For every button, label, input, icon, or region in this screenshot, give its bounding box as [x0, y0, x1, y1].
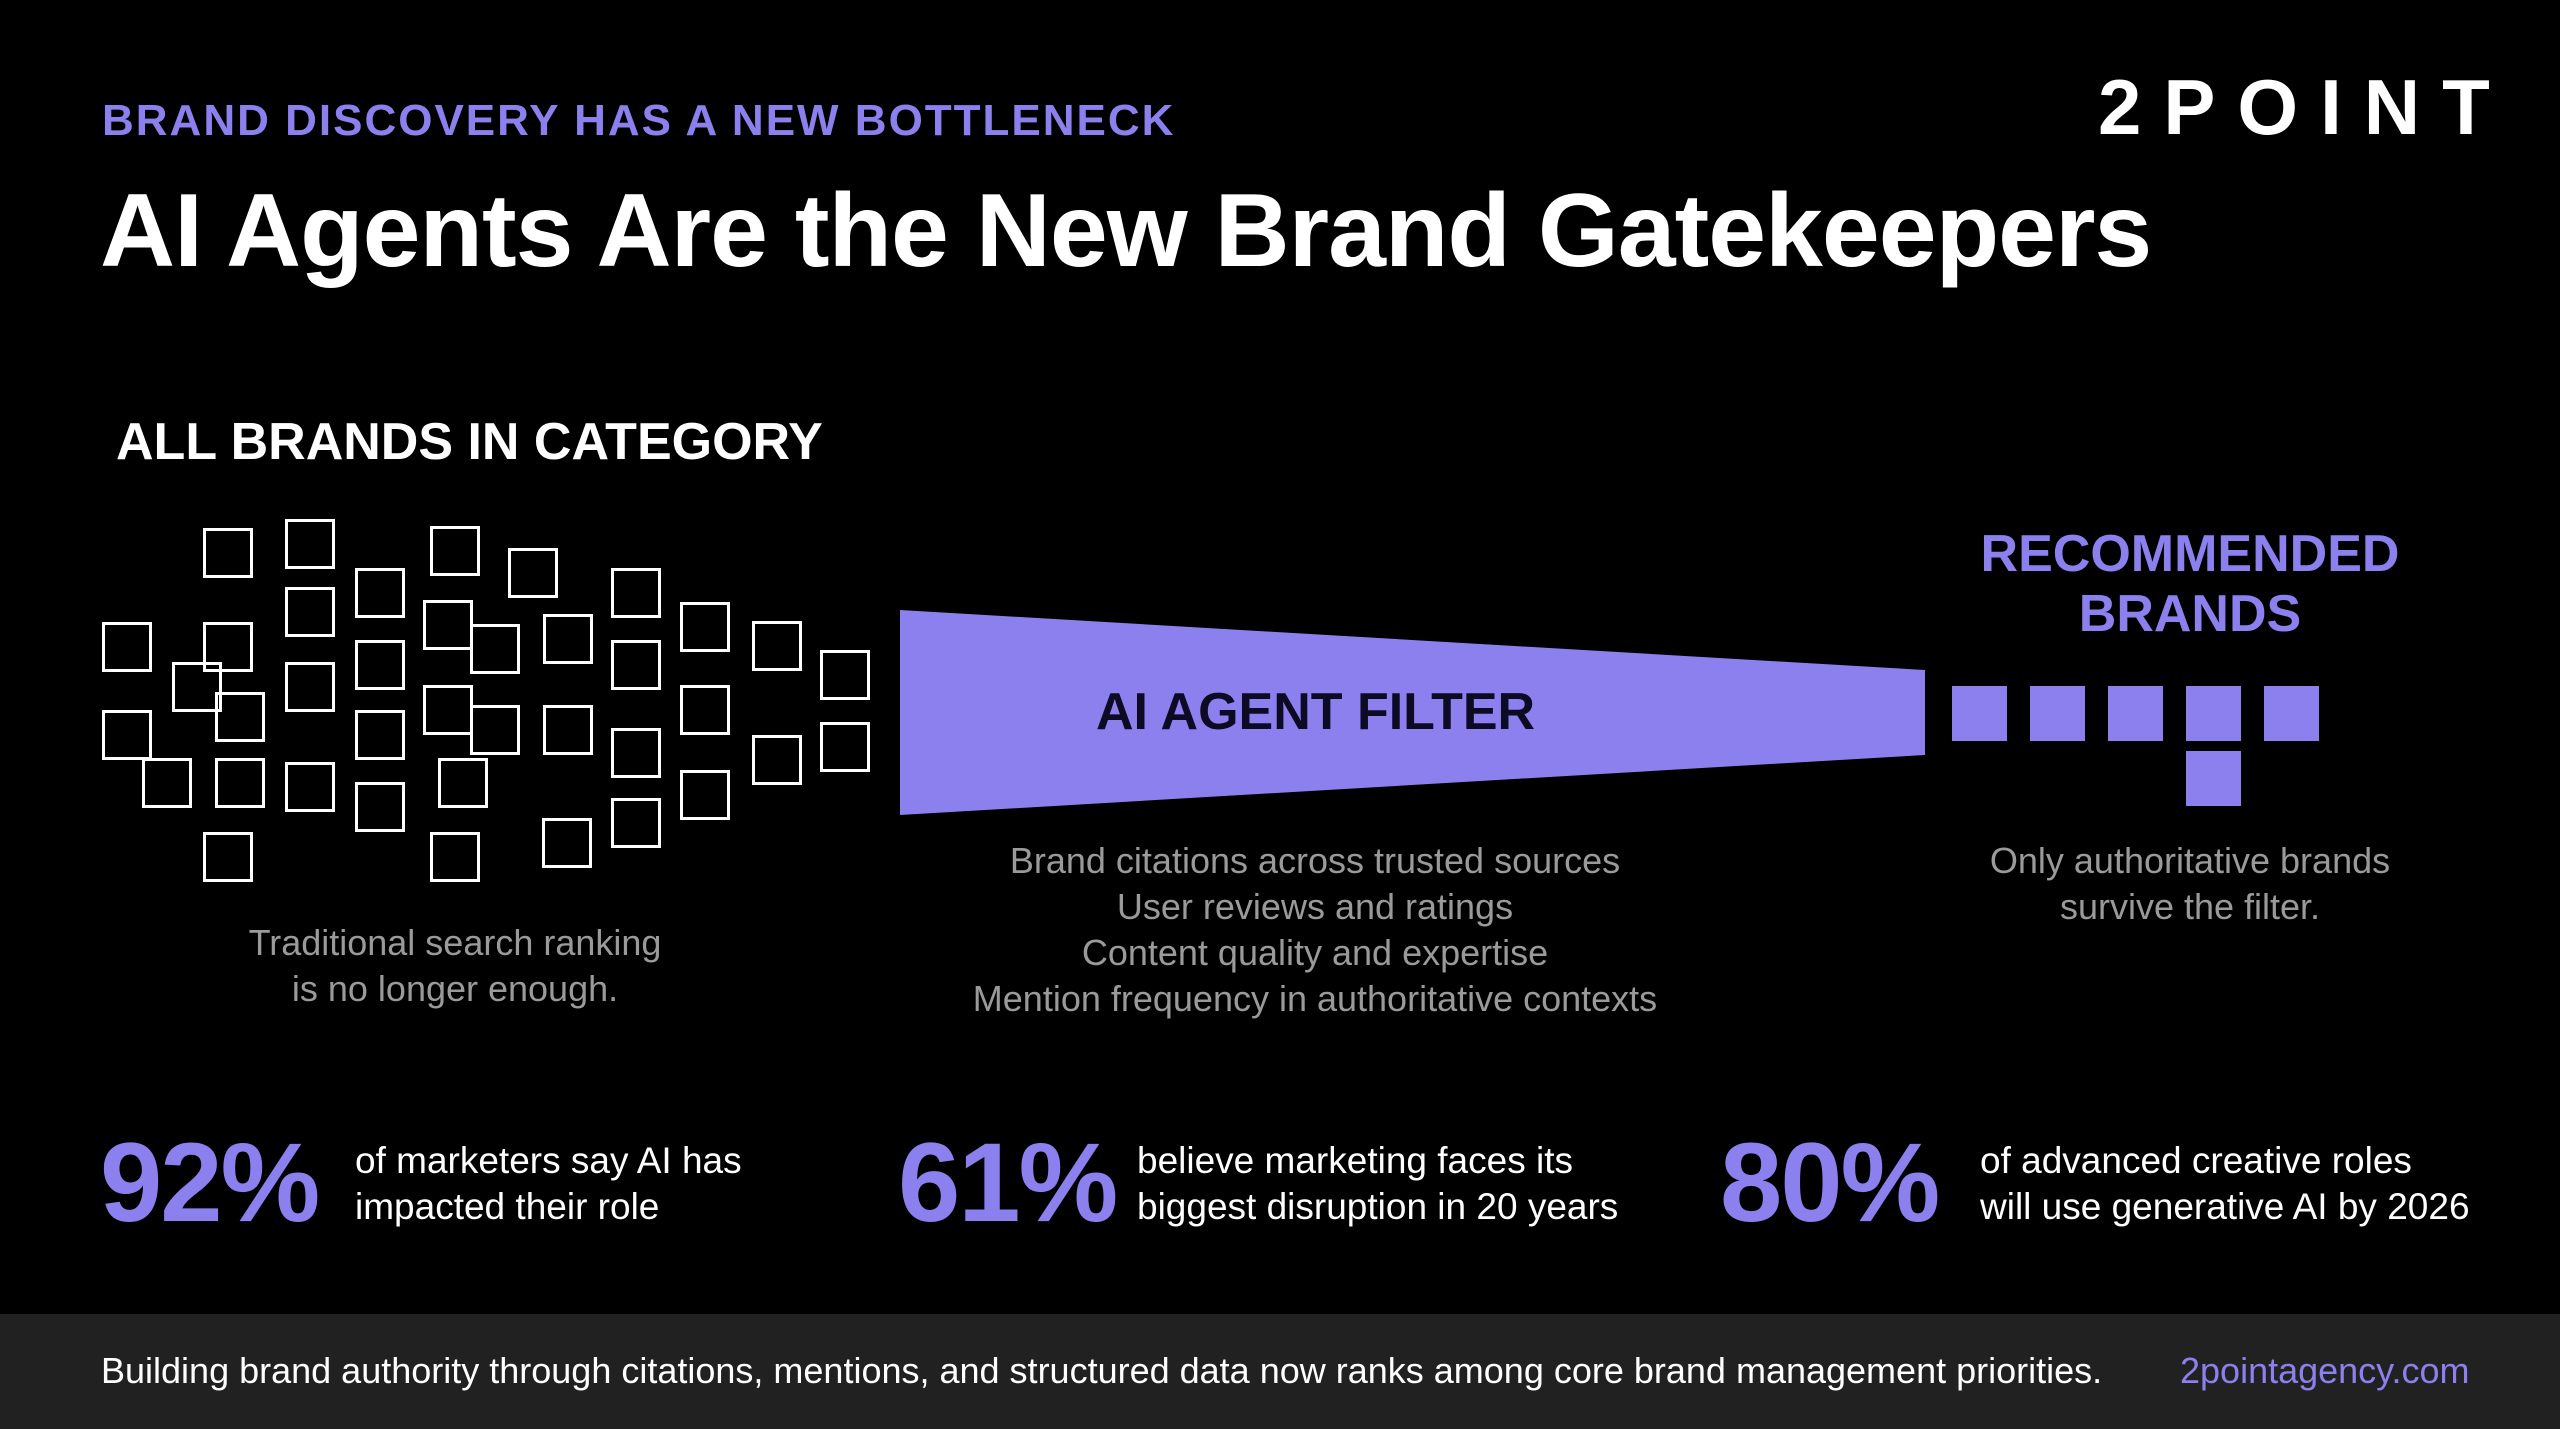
recommended-brand-square	[2186, 751, 2241, 806]
page-title: AI Agents Are the New Brand Gatekeepers	[100, 173, 2152, 289]
brand-box	[611, 728, 661, 778]
brand-box	[203, 528, 253, 578]
brand-box	[215, 758, 265, 808]
brand-box	[438, 758, 488, 808]
brand-box	[680, 770, 730, 820]
brand-box	[430, 832, 480, 882]
brand-logo: 2POINT	[2098, 63, 2512, 151]
eyebrow-heading: BRAND DISCOVERY HAS A NEW BOTTLENECK	[102, 96, 1176, 145]
stat-value: 61%	[898, 1120, 1118, 1245]
stat-value: 92%	[100, 1120, 320, 1245]
brand-box	[470, 705, 520, 755]
all-brands-heading: ALL BRANDS IN CATEGORY	[116, 413, 823, 471]
stat-description: of marketers say AI has impacted their r…	[355, 1140, 742, 1227]
brand-box	[820, 650, 870, 700]
brand-box	[508, 548, 558, 598]
brand-box	[203, 832, 253, 882]
stat-value: 80%	[1720, 1120, 1940, 1245]
criteria-item: Brand citations across trusted sources	[1009, 840, 1621, 881]
left-caption: Traditional search ranking is no longer …	[248, 922, 662, 1009]
brand-box	[470, 624, 520, 674]
right-caption: Only authoritative brands survive the fi…	[1989, 840, 2391, 927]
recommended-brand-square	[2264, 686, 2319, 741]
recommended-brand-square	[2186, 686, 2241, 741]
brand-box	[680, 602, 730, 652]
criteria-item: User reviews and ratings	[1116, 886, 1514, 927]
brand-box	[203, 622, 253, 672]
brand-box	[611, 640, 661, 690]
website-link[interactable]: 2pointagency.com	[2180, 1350, 2470, 1391]
brand-box	[752, 621, 802, 671]
criteria-item: Content quality and expertise	[1081, 932, 1549, 973]
brand-box	[820, 722, 870, 772]
brand-box	[142, 758, 192, 808]
brand-box	[430, 526, 480, 576]
filter-criteria-list: Brand citations across trusted sources U…	[910, 838, 1720, 1022]
brand-box	[355, 568, 405, 618]
brand-box	[355, 710, 405, 760]
brand-box	[172, 662, 222, 712]
recommended-brand-square	[1952, 686, 2007, 741]
brand-box	[285, 662, 335, 712]
brand-box	[355, 782, 405, 832]
brand-box	[285, 587, 335, 637]
stat-description: believe marketing faces its biggest disr…	[1137, 1140, 1619, 1227]
brand-box	[102, 622, 152, 672]
recommended-brand-square	[2030, 686, 2085, 741]
criteria-item: Mention frequency in authoritative conte…	[972, 978, 1658, 1019]
brand-box	[215, 692, 265, 742]
recommended-brand-square	[2108, 686, 2163, 741]
brand-box	[355, 640, 405, 690]
brand-box	[543, 705, 593, 755]
filter-label: AI AGENT FILTER	[1096, 683, 1536, 741]
footer-text: Building brand authority through citatio…	[101, 1350, 2103, 1391]
brand-box	[285, 762, 335, 812]
footer-bar	[0, 1314, 2560, 1429]
brand-box	[285, 519, 335, 569]
brand-box	[543, 614, 593, 664]
stat-description: of advanced creative roles will use gene…	[1980, 1140, 2470, 1227]
brand-box	[542, 818, 592, 868]
brand-box	[752, 735, 802, 785]
brand-box	[680, 685, 730, 735]
brand-box	[102, 710, 152, 760]
recommended-brands-heading: RECOMMENDED BRANDS	[1980, 525, 2400, 643]
brand-box	[611, 568, 661, 618]
brand-box	[611, 798, 661, 848]
